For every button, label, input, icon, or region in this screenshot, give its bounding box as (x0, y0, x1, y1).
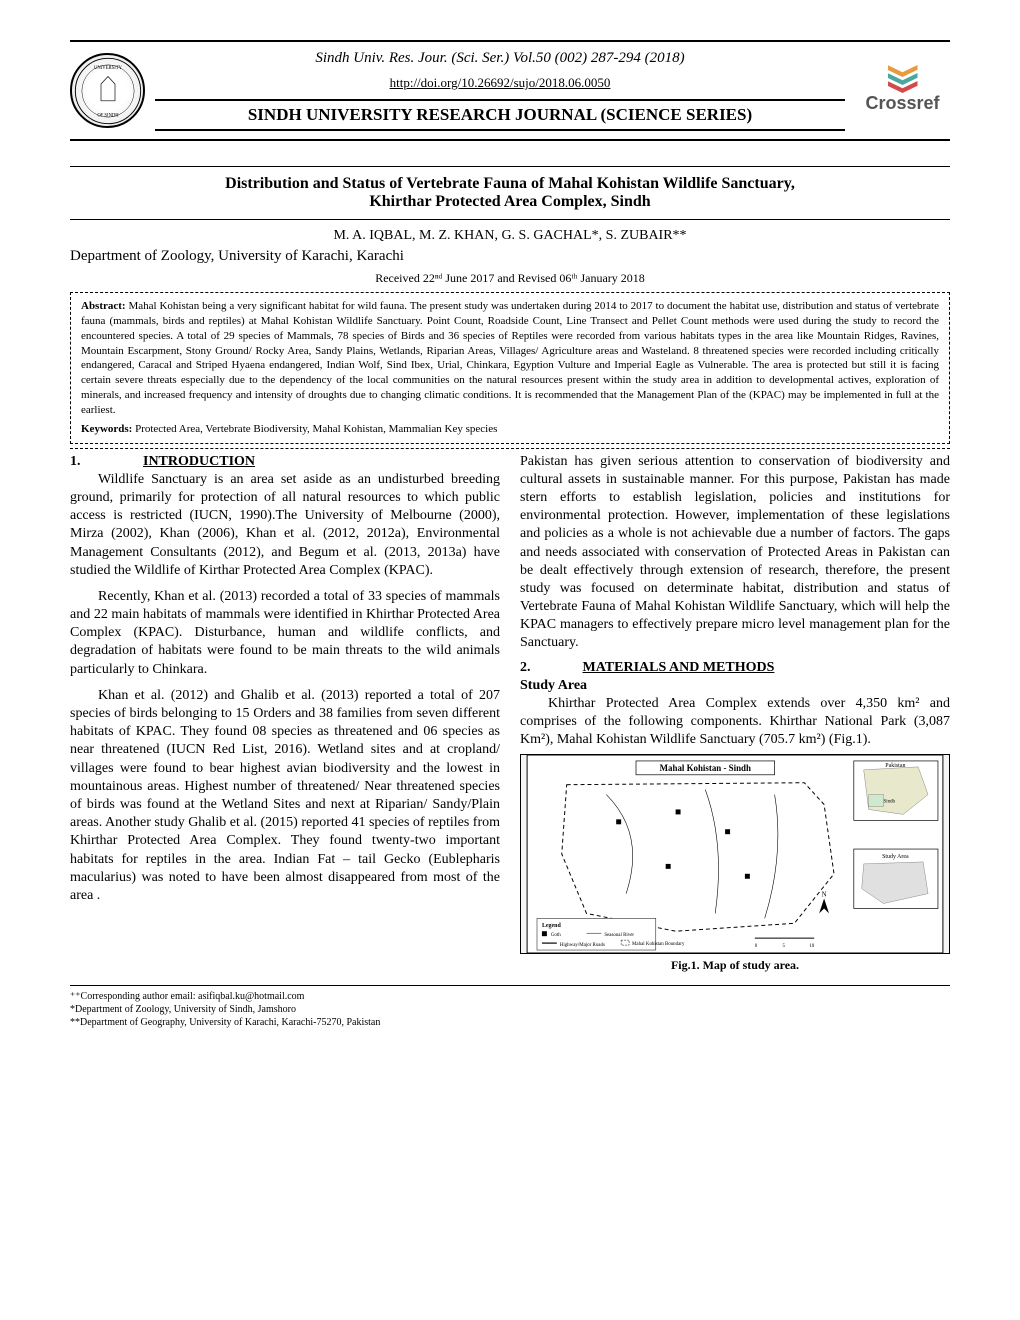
right-column: Pakistan has given serious attention to … (520, 453, 950, 974)
intro-num: 1. (70, 453, 94, 471)
svg-text:UNIVERSITY: UNIVERSITY (94, 66, 123, 71)
svg-text:Legend: Legend (542, 923, 562, 929)
intro-paragraph-2: Recently, Khan et al. (2013) recorded a … (70, 588, 500, 679)
journal-reference: Sindh Univ. Res. Jour. (Sci. Ser.) Vol.5… (155, 50, 845, 67)
crossref-icon (888, 67, 918, 91)
svg-text:10: 10 (809, 944, 814, 949)
abstract-text: Mahal Kohistan being a very significant … (81, 300, 939, 416)
svg-text:Seasonal River: Seasonal River (604, 933, 634, 938)
affiliation-note-2: **Department of Geography, University of… (70, 1016, 950, 1029)
svg-text:N: N (822, 891, 827, 898)
col2-paragraph-1: Pakistan has given serious attention to … (520, 453, 950, 653)
journal-header: UNIVERSITY OF SINDH Sindh Univ. Res. Jou… (70, 40, 950, 141)
svg-text:Pakistan: Pakistan (885, 762, 905, 768)
university-logo: UNIVERSITY OF SINDH (70, 53, 145, 128)
affiliation-note-1: *Department of Zoology, University of Si… (70, 1003, 950, 1016)
doi-link[interactable]: http://doi.org/10.26692/sujo/2018.06.005… (155, 75, 845, 91)
svg-text:Highway/Major Roads: Highway/Major Roads (560, 943, 605, 948)
svg-text:Study Area: Study Area (882, 854, 909, 860)
study-area-map: Mahal Kohistan - Sindh Pakistan Sindh St… (520, 754, 950, 954)
authors: M. A. IQBAL, M. Z. KHAN, G. S. GACHAL*, … (70, 228, 950, 244)
intro-paragraph-3: Khan et al. (2012) and Ghalib et al. (20… (70, 687, 500, 905)
crossref-logo: Crossref (855, 53, 950, 128)
figure-caption: Fig.1. Map of study area. (520, 958, 950, 974)
methods-heading: 2. MATERIALS AND METHODS (520, 659, 950, 677)
paper-title-line2: Khirthar Protected Area Complex, Sindh (70, 193, 950, 211)
intro-heading: 1. INTRODUCTION (70, 453, 500, 471)
methods-title: MATERIALS AND METHODS (583, 660, 775, 675)
abstract-box: Abstract: Mahal Kohistan being a very si… (70, 292, 950, 444)
svg-text:Mahal Kohistan Boundary: Mahal Kohistan Boundary (632, 942, 685, 947)
methods-paragraph-1: Khirthar Protected Area Complex extends … (520, 695, 950, 750)
paper-title-line1: Distribution and Status of Vertebrate Fa… (70, 175, 950, 193)
svg-text:Sindh: Sindh (884, 799, 896, 804)
svg-text:Goth: Goth (551, 933, 561, 938)
title-block: Distribution and Status of Vertebrate Fa… (70, 166, 950, 220)
body-columns: 1. INTRODUCTION Wildlife Sanctuary is an… (70, 448, 950, 974)
footer-notes: ⁺⁺Corresponding author email: asifiqbal.… (70, 985, 950, 1029)
map-title-text: Mahal Kohistan - Sindh (660, 762, 751, 772)
intro-paragraph-1: Wildlife Sanctuary is an area set aside … (70, 471, 500, 580)
keywords-label: Keywords: (81, 423, 132, 435)
abstract-label: Abstract: (81, 300, 126, 312)
received-dates: Received 22ⁿᵈ June 2017 and Revised 06ᵗʰ… (70, 271, 950, 286)
study-area-label: Study Area (520, 677, 950, 695)
crossref-text: Crossref (865, 93, 939, 114)
keywords-text: Protected Area, Vertebrate Biodiversity,… (132, 423, 497, 435)
intro-title: INTRODUCTION (143, 454, 255, 469)
methods-num: 2. (520, 659, 544, 677)
affiliation: Department of Zoology, University of Kar… (70, 248, 950, 265)
header-center: Sindh Univ. Res. Jour. (Sci. Ser.) Vol.5… (155, 50, 845, 131)
left-column: 1. INTRODUCTION Wildlife Sanctuary is an… (70, 453, 500, 974)
journal-title: SINDH UNIVERSITY RESEARCH JOURNAL (SCIEN… (155, 99, 845, 131)
svg-text:OF SINDH: OF SINDH (97, 113, 119, 118)
corresponding-author: ⁺⁺Corresponding author email: asifiqbal.… (70, 990, 950, 1003)
